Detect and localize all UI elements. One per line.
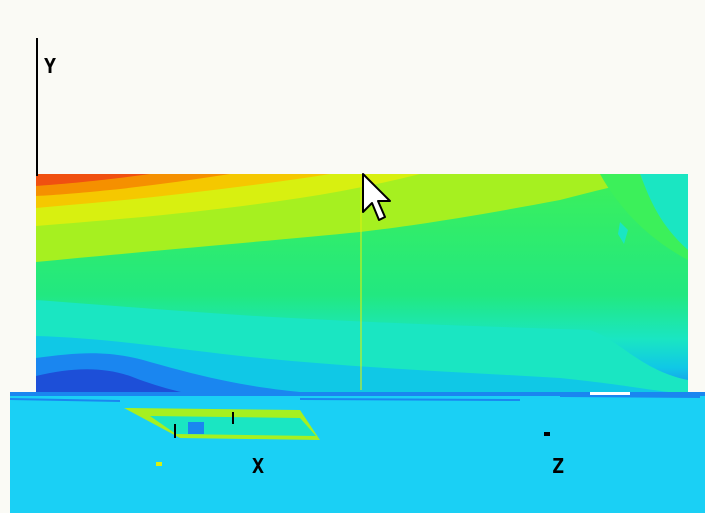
floor-mark-1 [156, 462, 162, 466]
x-axis-label: X [252, 454, 265, 478]
y-axis-line [36, 38, 38, 176]
arrow-cursor-icon [362, 173, 391, 221]
floor-object-post-2 [232, 412, 234, 424]
contour-band-red [36, 174, 150, 186]
floor-highlight [590, 392, 630, 395]
z-axis-label: Z [552, 454, 565, 478]
contour-patch-lightgreen-right [600, 174, 688, 260]
floor-mark-2 [544, 432, 550, 436]
contour-streak [360, 176, 362, 390]
y-axis-label: Y [44, 54, 57, 78]
contour-patch-cyan-right [640, 174, 688, 250]
floor-plane [10, 392, 705, 513]
floor-object-block [188, 422, 204, 434]
contour-spot [618, 222, 628, 244]
floor-noise [10, 394, 700, 402]
contour-band-blue [36, 369, 190, 394]
floor-object-post-1 [174, 424, 176, 438]
floor-edge-dark [10, 392, 705, 396]
